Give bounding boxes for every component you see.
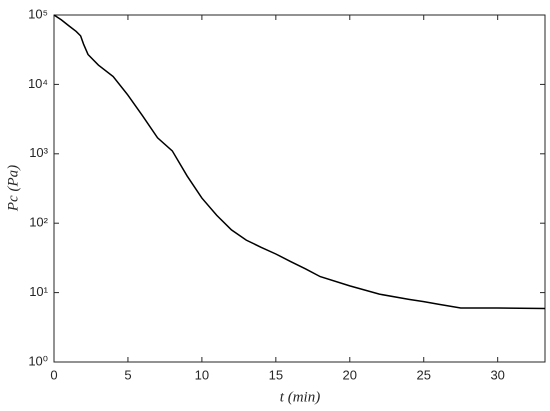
y-tick-label: 10² (29, 215, 48, 230)
x-tick-label: 5 (124, 367, 131, 382)
y-tick-label: 10⁰ (28, 353, 48, 368)
x-tick-label: 0 (50, 367, 57, 382)
y-tick-label: 10³ (29, 145, 48, 160)
y-tick-label: 10¹ (29, 284, 48, 299)
x-tick-label: 30 (490, 367, 504, 382)
axes-box (53, 14, 546, 363)
y-tick-label: 10⁵ (28, 6, 48, 21)
data-line (53, 14, 546, 310)
x-tick-label: 10 (195, 367, 209, 382)
x-tick-label: 20 (343, 367, 357, 382)
x-tick-label: 15 (269, 367, 283, 382)
x-axis-label: t (min) (280, 389, 320, 405)
x-tick-label: 25 (416, 367, 430, 382)
y-axis-label: Pc (Pa) (5, 165, 21, 212)
y-tick-label: 10⁴ (28, 76, 48, 91)
